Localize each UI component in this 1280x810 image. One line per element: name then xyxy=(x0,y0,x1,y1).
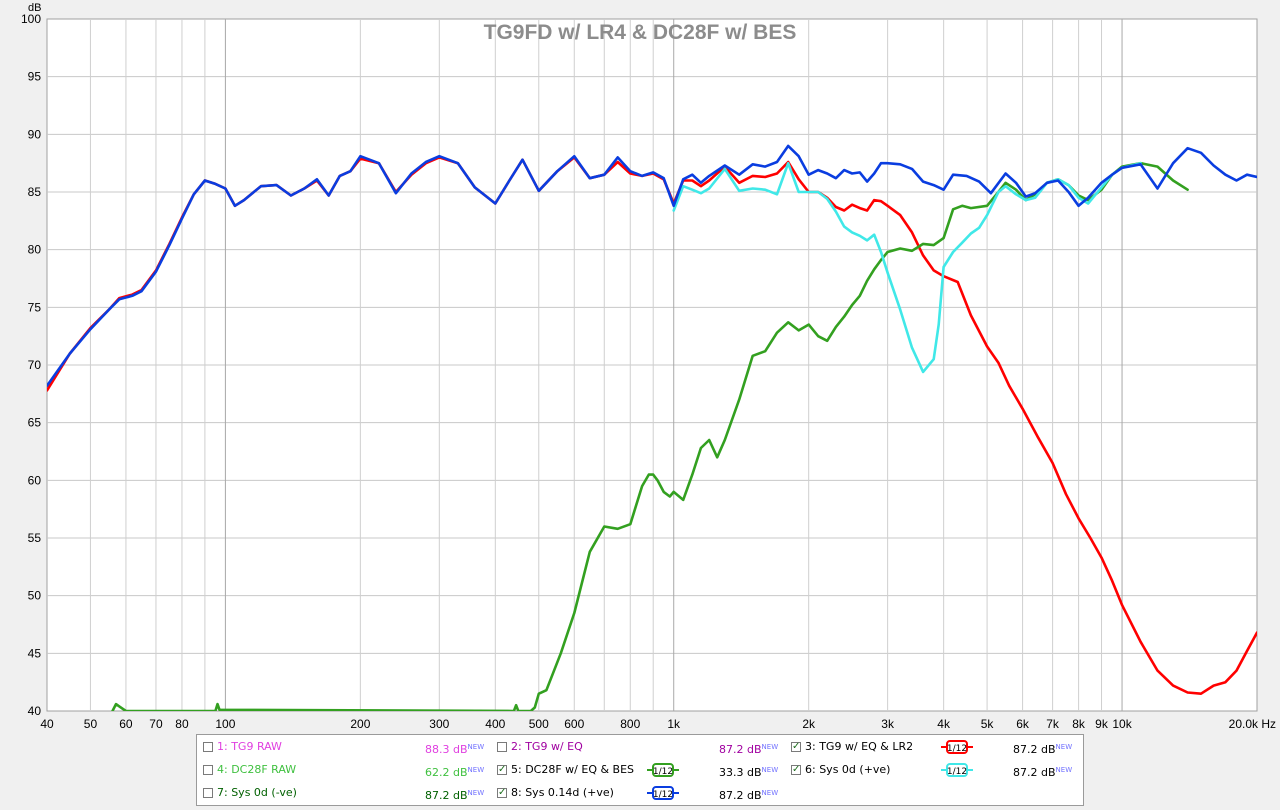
legend-item[interactable]: 5: DC28F w/ EQ & BES 1/12 33.3 dBNEW xyxy=(497,761,787,779)
smoothing-icon[interactable]: 1/12 xyxy=(647,763,679,777)
y-tick-label: 55 xyxy=(28,531,42,545)
x-tick-label: 100 xyxy=(215,717,235,731)
legend-checkbox[interactable] xyxy=(791,761,801,779)
x-tick-label: 500 xyxy=(529,717,549,731)
x-tick-label: 60 xyxy=(119,717,133,731)
new-badge: NEW xyxy=(1055,743,1073,751)
y-tick-label: 70 xyxy=(28,358,42,372)
y-tick-label: 65 xyxy=(28,416,42,430)
new-badge: NEW xyxy=(761,743,779,751)
curve-8-sys-0-14d-ve- xyxy=(47,144,1257,388)
smoothing-icon[interactable]: 1/12 xyxy=(941,740,973,754)
y-tick-label: 100 xyxy=(21,12,41,26)
legend-checkbox[interactable] xyxy=(203,765,213,775)
x-tick-label: 9k xyxy=(1095,717,1109,731)
frequency-response-chart[interactable]: 40 45 50 55 60 65 70 75 80 85 90 95 100 40 50 60 70 80 100… xyxy=(0,0,1280,734)
legend-value: 87.2 dBNEW xyxy=(719,743,779,756)
x-tick-label: 600 xyxy=(564,717,584,731)
svg-text:1/12: 1/12 xyxy=(947,767,967,777)
legend-item[interactable]: 2: TG9 w/ EQ 87.2 dBNEW xyxy=(497,738,787,756)
legend-label: 6: Sys 0d (+ve) xyxy=(805,763,891,776)
legend-value: 88.3 dBNEW xyxy=(425,743,485,756)
legend-label: 8: Sys 0.14d (+ve) xyxy=(511,786,614,799)
y-tick-label: 75 xyxy=(28,300,42,314)
legend-value: 62.2 dBNEW xyxy=(425,766,485,779)
legend-item[interactable]: 6: Sys 0d (+ve) 1/12 87.2 dBNEW xyxy=(791,761,1081,779)
legend-checkbox[interactable] xyxy=(203,788,213,798)
new-badge: NEW xyxy=(467,743,485,751)
legend-value: 87.2 dBNEW xyxy=(1013,743,1073,756)
new-badge: NEW xyxy=(1055,766,1073,774)
new-badge: NEW xyxy=(467,789,485,797)
svg-text:1/12: 1/12 xyxy=(653,790,673,800)
axis-ticks: 40 45 50 55 60 65 70 75 80 85 90 95 100 40 50 60 70 80 100… xyxy=(21,12,1276,731)
svg-text:1/12: 1/12 xyxy=(653,767,673,777)
legend-item[interactable]: 1: TG9 RAW 88.3 dBNEW xyxy=(203,738,493,756)
y-axis-label: dB xyxy=(28,2,41,14)
chart-title: TG9FD w/ LR4 & DC28F w/ BES xyxy=(484,21,797,44)
y-tick-label: 95 xyxy=(28,70,42,84)
x-tick-label: 80 xyxy=(175,717,189,731)
legend-value: 87.2 dBNEW xyxy=(1013,766,1073,779)
legend-label: 2: TG9 w/ EQ xyxy=(511,740,583,753)
x-tick-label: 300 xyxy=(429,717,449,731)
x-tick-label: 6k xyxy=(1016,717,1030,731)
new-badge: NEW xyxy=(761,789,779,797)
smoothing-icon[interactable]: 1/12 xyxy=(647,786,679,800)
y-tick-label: 80 xyxy=(28,243,42,257)
svg-text:1/12: 1/12 xyxy=(947,744,967,754)
y-tick-label: 50 xyxy=(28,589,42,603)
legend-checkbox[interactable] xyxy=(791,738,801,756)
legend-label: 1: TG9 RAW xyxy=(217,740,282,753)
legend-item[interactable]: 8: Sys 0.14d (+ve) 1/12 87.2 dBNEW xyxy=(497,784,787,802)
new-badge: NEW xyxy=(467,766,485,774)
x-tick-label: 10k xyxy=(1112,717,1132,731)
new-badge: NEW xyxy=(761,766,779,774)
legend-checkbox[interactable] xyxy=(497,784,507,802)
legend-panel: 1: TG9 RAW 88.3 dBNEW 2: TG9 w/ EQ 87.2 dBN… xyxy=(196,734,1084,806)
legend-label: 5: DC28F w/ EQ & BES xyxy=(511,763,635,776)
legend-item[interactable]: 4: DC28F RAW 62.2 dBNEW xyxy=(203,761,493,779)
legend-checkbox[interactable] xyxy=(203,742,213,752)
smoothing-icon[interactable]: 1/12 xyxy=(941,763,973,777)
legend-label: 7: Sys 0d (-ve) xyxy=(217,786,297,799)
legend-checkbox[interactable] xyxy=(497,761,507,779)
y-tick-label: 45 xyxy=(28,646,42,660)
curves xyxy=(47,144,1257,711)
legend-item[interactable]: 3: TG9 w/ EQ & LR2 1/12 87.2 dBNEW xyxy=(791,738,1081,756)
x-tick-label: 20.0k Hz xyxy=(1229,717,1276,731)
y-tick-label: 60 xyxy=(28,473,42,487)
legend-label: 3: TG9 w/ EQ & LR2 xyxy=(805,740,914,753)
curve-5-dc28f-w-eq-bes xyxy=(111,161,1189,711)
legend-checkbox[interactable] xyxy=(497,742,507,752)
x-tick-label: 200 xyxy=(350,717,370,731)
legend-value: 87.2 dBNEW xyxy=(719,789,779,802)
x-tick-label: 7k xyxy=(1046,717,1060,731)
x-tick-label: 70 xyxy=(149,717,163,731)
x-tick-label: 4k xyxy=(937,717,951,731)
x-tick-label: 400 xyxy=(485,717,505,731)
y-tick-label: 40 xyxy=(28,704,42,718)
x-tick-label: 800 xyxy=(620,717,640,731)
x-tick-label: 5k xyxy=(981,717,995,731)
x-tick-label: 50 xyxy=(84,717,98,731)
legend-value: 87.2 dBNEW xyxy=(425,789,485,802)
grid-lines xyxy=(47,19,1257,711)
y-tick-label: 85 xyxy=(28,185,42,199)
x-tick-label: 2k xyxy=(802,717,816,731)
y-tick-label: 90 xyxy=(28,127,42,141)
x-tick-label: 1k xyxy=(667,717,681,731)
x-tick-label: 40 xyxy=(40,717,54,731)
x-tick-label: 8k xyxy=(1072,717,1086,731)
legend-item[interactable]: 7: Sys 0d (-ve) 87.2 dBNEW xyxy=(203,784,493,802)
legend-value: 33.3 dBNEW xyxy=(719,766,779,779)
x-tick-label: 3k xyxy=(881,717,895,731)
legend-label: 4: DC28F RAW xyxy=(217,763,297,776)
